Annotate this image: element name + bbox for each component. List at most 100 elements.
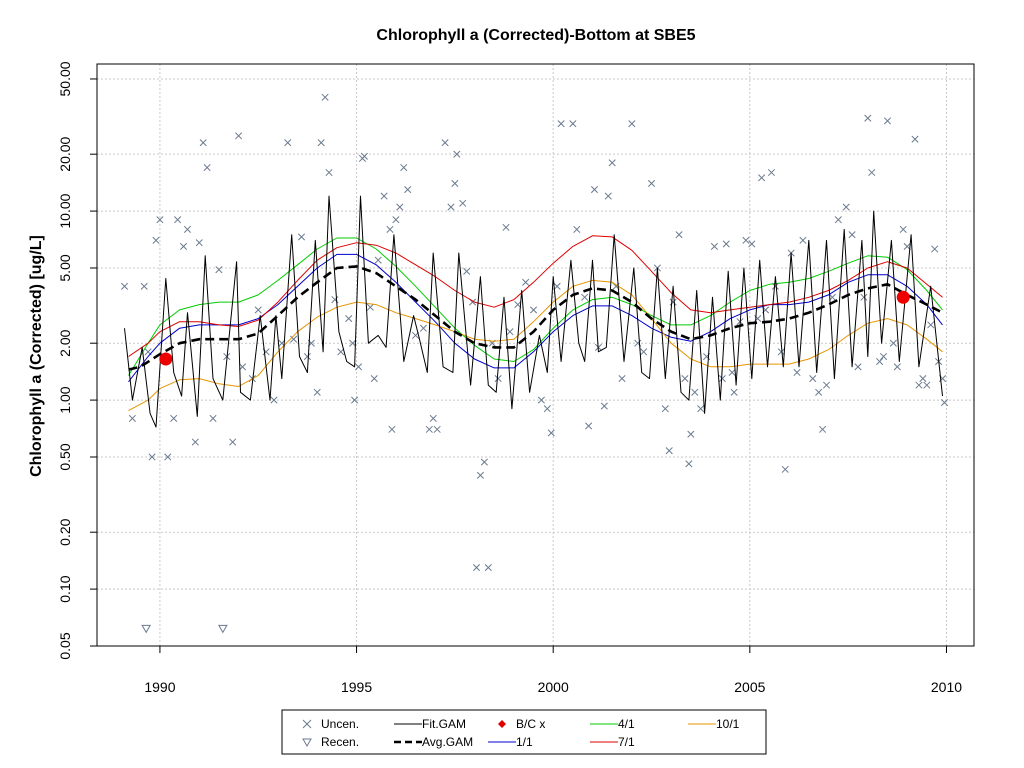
- y-tick-label: 1.00: [57, 386, 73, 413]
- point-stroke: [419, 324, 427, 332]
- point-stroke: [581, 293, 589, 301]
- uncensored-point: [215, 266, 223, 274]
- legend-diamond-icon: [498, 720, 506, 728]
- uncensored-point: [128, 414, 136, 422]
- legend-box: [281, 709, 767, 755]
- point-stroke: [472, 564, 481, 572]
- uncensored-point: [480, 458, 488, 466]
- uncensored-point: [854, 363, 862, 371]
- point-stroke: [270, 396, 278, 404]
- uncensored-point: [529, 306, 538, 314]
- point-stroke: [337, 348, 345, 356]
- uncensored-point: [321, 93, 329, 101]
- point-stroke: [634, 339, 642, 347]
- point-stroke: [400, 163, 408, 172]
- point-stroke: [392, 216, 400, 224]
- point-stroke: [728, 368, 736, 377]
- legend-item: 4/1: [590, 717, 635, 731]
- uncensored-point: [254, 306, 262, 314]
- point-stroke: [179, 242, 188, 250]
- curve-7-1: [128, 235, 943, 357]
- point-stroke: [199, 139, 207, 147]
- point-stroke: [661, 405, 669, 413]
- point-stroke: [229, 438, 237, 446]
- point-stroke: [915, 381, 923, 389]
- uncensored-point: [392, 216, 400, 224]
- point-stroke: [669, 298, 677, 306]
- point-stroke: [183, 225, 192, 233]
- point-stroke: [767, 168, 776, 177]
- uncensored-point: [730, 388, 738, 396]
- uncensored-point: [209, 414, 217, 422]
- uncensored-point: [927, 321, 935, 329]
- uncensored-point: [472, 564, 481, 572]
- uncensored-point: [793, 368, 801, 377]
- uncensored-point: [758, 174, 766, 182]
- uncensored-point: [229, 438, 237, 446]
- uncensored-point: [557, 120, 565, 128]
- point-stroke: [876, 357, 884, 366]
- point-stroke: [502, 223, 510, 231]
- y-tick-label: 0.10: [57, 575, 73, 602]
- uncensored-point: [120, 282, 129, 290]
- point-stroke: [742, 236, 750, 244]
- uncensored-point: [174, 216, 182, 224]
- point-stroke: [590, 185, 599, 194]
- uncensored-point: [553, 282, 561, 290]
- point-stroke: [453, 150, 461, 158]
- grid-lines: [97, 64, 974, 647]
- uncensored-point: [522, 278, 530, 286]
- point-stroke: [889, 339, 897, 347]
- legend-x-icon: [302, 719, 312, 729]
- legend-label: Fit.GAM: [422, 717, 466, 731]
- x-tick-label: 1995: [341, 679, 372, 695]
- point-stroke: [354, 363, 363, 371]
- uncensored-point: [600, 402, 608, 410]
- y-tick-label: 0.05: [57, 632, 73, 659]
- point-stroke: [215, 266, 223, 274]
- point-stroke: [195, 239, 203, 247]
- point-stroke: [374, 256, 382, 264]
- uncensored-point: [547, 429, 555, 437]
- uncensored-point: [419, 324, 427, 332]
- point-stroke: [879, 352, 888, 361]
- uncensored-point: [337, 348, 345, 356]
- point-stroke: [303, 352, 311, 361]
- point-stroke: [781, 465, 789, 473]
- uncensored-point: [179, 242, 188, 250]
- uncensored-point: [911, 135, 919, 143]
- uncensored-point: [152, 236, 160, 244]
- uncensored-point: [459, 199, 467, 207]
- uncensored-point: [915, 381, 923, 389]
- point-stroke: [404, 185, 412, 194]
- uncensored-point: [386, 225, 394, 233]
- point-stroke: [164, 453, 172, 461]
- uncensored-point: [940, 399, 949, 407]
- legend: Uncen. Recen. Fit.GAM Avg.GAM B/C x 1/1 4/1 7/1…: [281, 709, 767, 755]
- point-stroke: [883, 117, 892, 125]
- x-tick-label: 1990: [144, 679, 175, 695]
- point-stroke: [152, 236, 160, 244]
- point-stroke: [284, 139, 292, 147]
- uncensored-point: [834, 216, 842, 224]
- legend-item: 1/1: [488, 735, 533, 749]
- point-stroke: [380, 192, 388, 200]
- uncensored-point: [822, 381, 831, 389]
- uncensored-point: [777, 348, 785, 356]
- uncensored-point: [819, 425, 827, 433]
- uncensored-point: [317, 139, 325, 147]
- point-stroke: [600, 402, 608, 410]
- point-stroke: [903, 242, 911, 250]
- uncensored-point: [203, 163, 211, 172]
- x-tick-label: 2000: [538, 679, 569, 695]
- legend-item: Fit.GAM: [394, 717, 466, 731]
- point-stroke: [842, 203, 850, 211]
- point-stroke: [425, 425, 433, 433]
- uncensored-point: [687, 430, 695, 438]
- point-stroke: [345, 315, 353, 323]
- point-stroke: [349, 339, 357, 347]
- legend-item: Avg.GAM: [394, 735, 473, 749]
- point-stroke: [484, 564, 492, 572]
- point-stroke: [557, 120, 565, 128]
